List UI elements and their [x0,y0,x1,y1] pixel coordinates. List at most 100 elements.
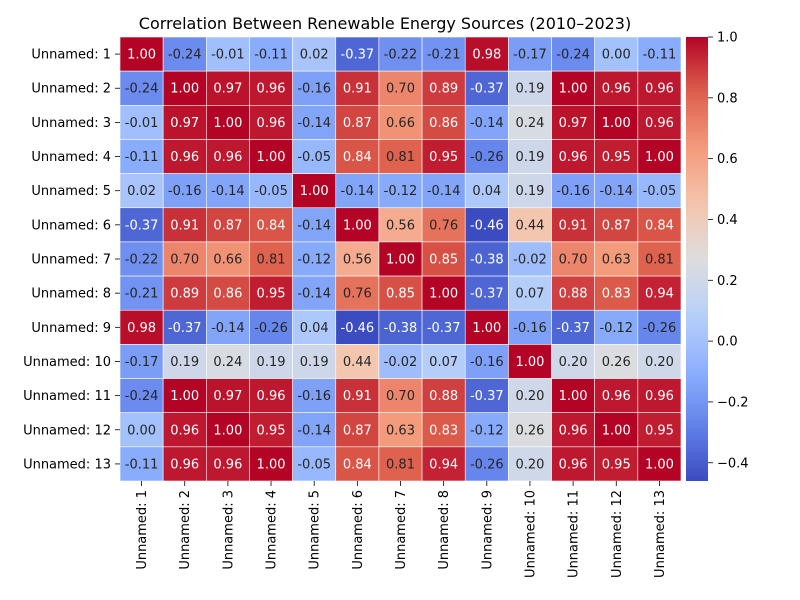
colorbar-tick-label: 1.0 [717,31,738,46]
colorbar-tick-label: 0.0 [717,335,738,350]
cell-value-label: -0.05 [254,184,288,199]
cell-value-label: 0.96 [213,150,242,165]
colorbar-tick-label: −0.2 [717,395,749,410]
cell-value-label: 0.84 [343,150,372,165]
y-tick-label: Unnamed: 8 [31,287,111,302]
colorbar-gradient [686,37,708,481]
heatmap-cell [464,241,509,277]
heatmap-cell [378,70,423,106]
x-tick-label: Unnamed: 9 [480,490,495,570]
heatmap-cell [119,344,164,379]
heatmap-cell [508,70,552,106]
cell-value-label: 1.00 [429,287,458,302]
cell-value-label: 0.95 [602,150,631,165]
cell-value-label: -0.14 [427,184,461,199]
y-tick-label: Unnamed: 3 [31,116,111,131]
y-tick-label: Unnamed: 2 [31,82,111,97]
heatmap-cell [162,173,207,209]
heatmap-cell [637,70,682,106]
heatmap-cell [335,309,380,345]
heatmap-cell [508,207,552,243]
heatmap-cell [249,173,293,209]
heatmap-cell [594,207,639,243]
cell-value-label: -0.38 [470,253,504,268]
heatmap-cell [421,412,466,448]
cell-value-label: 0.81 [645,253,674,268]
heatmap-cell [594,173,639,209]
cell-value-label: 0.00 [602,48,631,63]
heatmap-cell [508,36,552,72]
cell-value-label: 1.00 [300,184,329,199]
heatmap-cell [421,36,466,72]
cell-value-label: 0.94 [429,457,458,472]
cell-value-label: 0.96 [645,389,674,404]
cell-value-label: -0.14 [341,184,375,199]
colorbar-tick-label: 0.6 [717,152,738,167]
heatmap-cell [335,139,380,174]
cell-value-label: 0.66 [213,253,242,268]
cell-value-label: -0.16 [470,355,504,370]
x-tick-label: Unnamed: 10 [523,490,538,578]
heatmap-cell [551,412,595,448]
cell-value-label: -0.46 [470,218,504,233]
cell-value-label: 1.00 [645,150,674,165]
heatmap-cell [249,446,293,482]
cell-value-label: -0.14 [297,423,331,438]
cell-value-label: -0.12 [384,184,418,199]
heatmap-cell [551,139,595,174]
heatmap-cell [637,105,682,140]
cell-value-label: 0.84 [257,218,286,233]
heatmap-cell [162,207,207,243]
heatmap-cell [464,207,509,243]
heatmap-cell [292,105,337,140]
heatmap-cell [119,36,164,72]
cell-value-label: 0.66 [386,116,415,131]
y-tick-label: Unnamed: 7 [31,253,111,268]
heatmap-cell [594,344,639,379]
heatmap-cell [249,70,293,106]
x-tick-label: Unnamed: 8 [437,490,452,570]
cell-value-label: -0.12 [297,253,331,268]
cell-value-label: 0.96 [257,389,286,404]
cell-value-label: 0.83 [602,287,631,302]
cell-value-label: 0.86 [429,116,458,131]
heatmap-cell [292,412,337,448]
cell-value-label: 0.44 [515,218,544,233]
heatmap-cell [594,275,639,311]
cell-value-label: 1.00 [386,253,415,268]
x-tick-label: Unnamed: 11 [567,490,582,578]
cell-value-label: 0.20 [515,389,544,404]
heatmap-cell [249,378,293,413]
heatmap-cell [292,344,337,379]
cell-value-label: -0.14 [599,184,633,199]
cell-value-label: 0.70 [386,389,415,404]
heatmap-cell [594,309,639,345]
cell-value-label: 0.89 [170,287,199,302]
cell-value-label: -0.22 [125,253,159,268]
cell-value-label: 0.19 [515,184,544,199]
cell-value-label: -0.11 [254,48,288,63]
heatmap-cells: 1.00 -0.24 -0.01 -0.11 0.02 -0.37 -0.22 -0.21 0.… [119,36,682,482]
heatmap-cell [162,378,207,413]
cell-value-label: 0.87 [602,218,631,233]
heatmap-cell [206,105,250,140]
cell-value-label: 0.95 [602,457,631,472]
cell-value-label: 0.96 [213,457,242,472]
heatmap-cell [378,241,423,277]
cell-value-label: -0.05 [297,457,331,472]
cell-value-label: 0.96 [559,150,588,165]
heatmap-cell [206,70,250,106]
heatmap-cell [119,446,164,482]
cell-value-label: 1.00 [602,423,631,438]
cell-value-label: -0.14 [211,321,245,336]
heatmap-cell [119,70,164,106]
heatmap-cell [594,446,639,482]
heatmap-cell [206,412,250,448]
cell-value-label: 1.00 [343,218,372,233]
cell-value-label: 0.20 [559,355,588,370]
heatmap-cell [292,207,337,243]
cell-value-label: 0.95 [257,287,286,302]
cell-value-label: 0.63 [602,253,631,268]
heatmap-cell [206,173,250,209]
heatmap-cell [162,344,207,379]
